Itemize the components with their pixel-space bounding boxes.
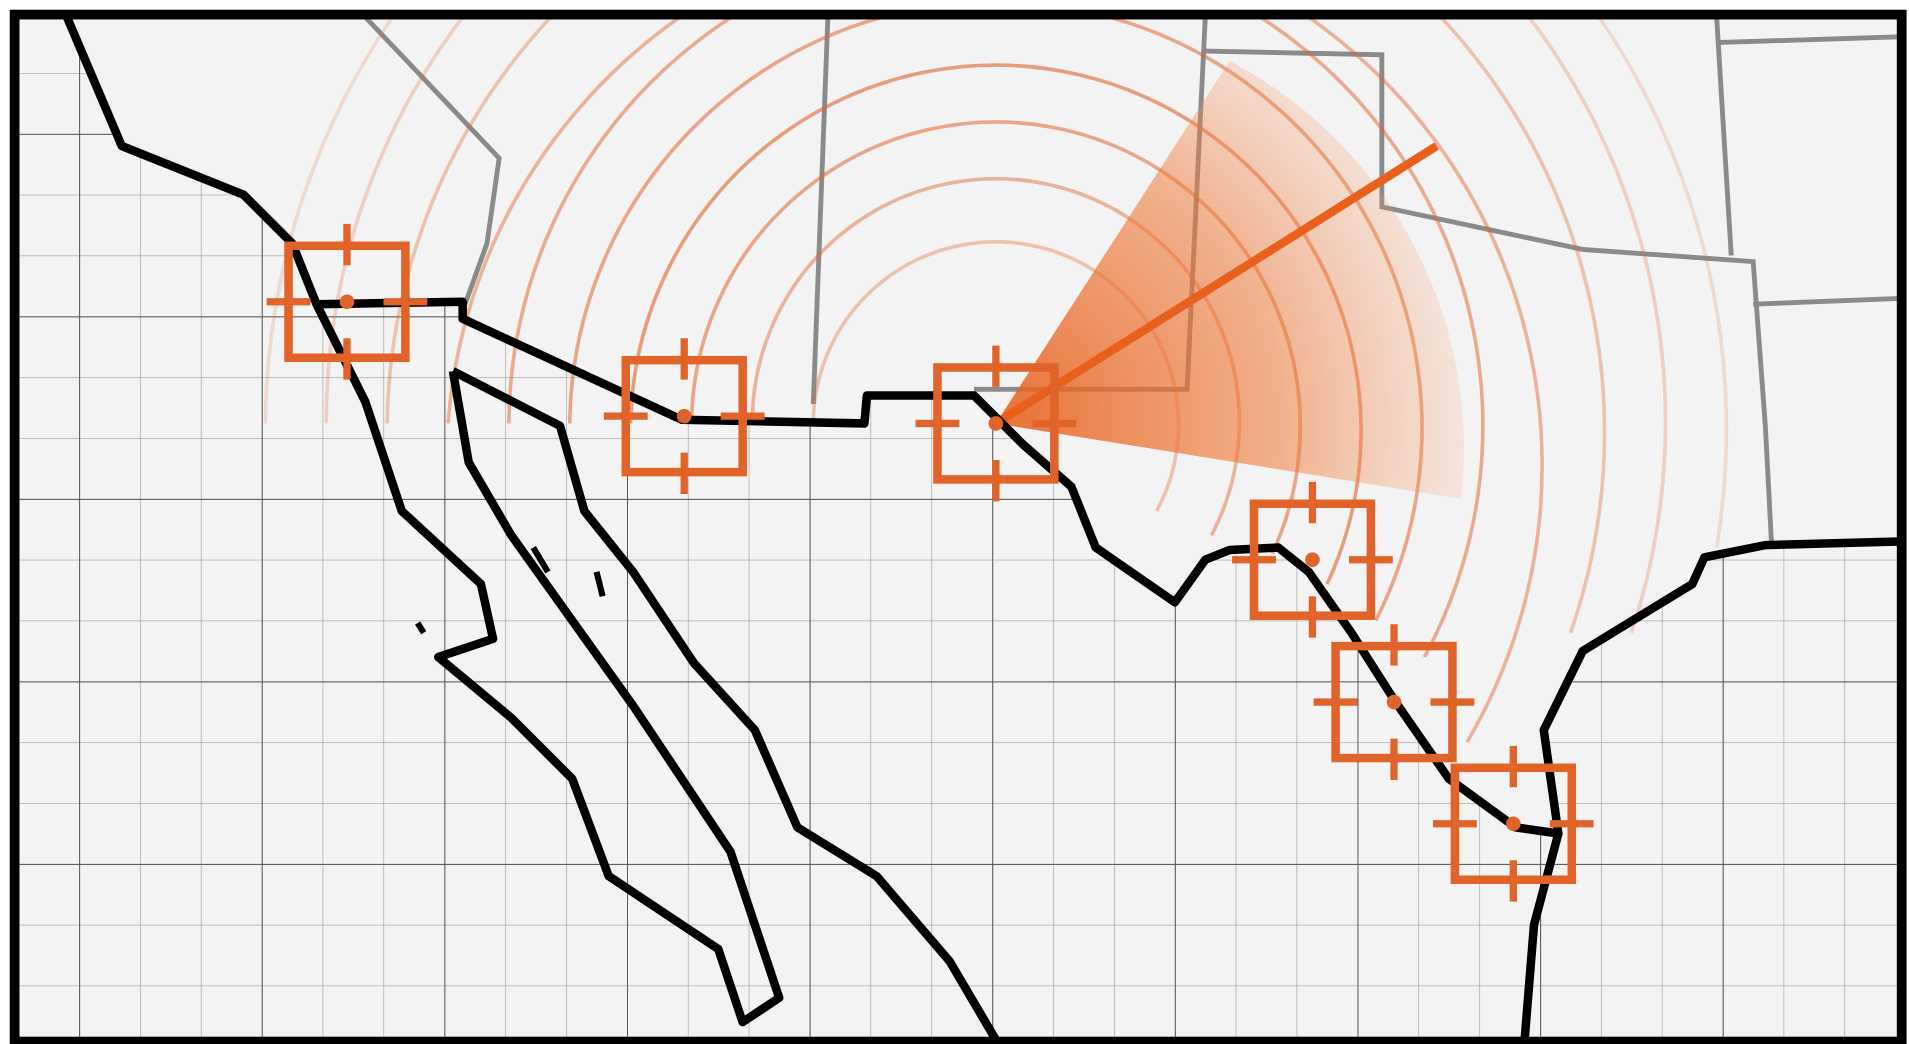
coastlines	[63, 17, 1900, 1040]
target-marker	[916, 346, 1077, 502]
bearing-line	[993, 142, 1439, 428]
target-marker	[267, 224, 428, 380]
target-marker	[1314, 624, 1475, 780]
target-marker	[604, 338, 765, 494]
frame	[9, 9, 1907, 1044]
target-marker	[1433, 746, 1594, 902]
target-marker	[1232, 482, 1393, 638]
